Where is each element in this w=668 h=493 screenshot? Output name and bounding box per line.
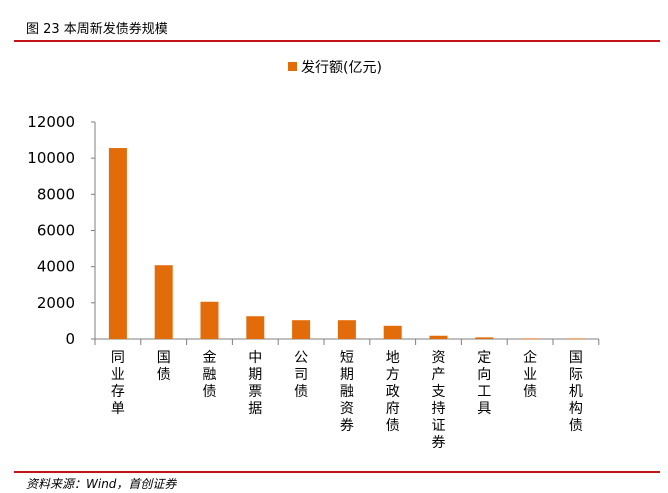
x-tick-label: 金融债 bbox=[203, 350, 217, 400]
x-tick-label: 地方政府债 bbox=[386, 350, 400, 434]
x-tick-label: 国际机构债 bbox=[569, 350, 583, 434]
x-tick-label: 中期票据 bbox=[248, 350, 262, 417]
bottom-divider bbox=[14, 471, 660, 473]
top-divider bbox=[14, 40, 660, 42]
y-tick-label: 6000 bbox=[37, 222, 75, 240]
x-tick-label: 国债 bbox=[157, 350, 171, 383]
x-tick-label: 定向工具 bbox=[477, 350, 491, 417]
x-tick-label: 公司债 bbox=[294, 350, 308, 400]
y-tick-label: 4000 bbox=[37, 258, 75, 276]
legend-swatch bbox=[288, 62, 297, 71]
figure-title: 图 23 本周新发债券规模 bbox=[26, 22, 168, 37]
bar bbox=[292, 320, 311, 339]
bar bbox=[521, 338, 540, 340]
source-note: 资料来源：Wind，首创证券 bbox=[26, 477, 177, 491]
bar bbox=[108, 148, 127, 339]
y-tick-label: 10000 bbox=[27, 149, 75, 167]
x-tick-label: 短期融资券 bbox=[340, 350, 354, 434]
y-tick-label: 8000 bbox=[37, 185, 75, 203]
chart-legend: 发行额(亿元) bbox=[288, 60, 382, 76]
bar bbox=[566, 338, 585, 340]
x-tick-label: 同业存单 bbox=[111, 350, 125, 417]
plot-area: 0 2000 4000 6000 8000 10000 12000 同业存单 国债 金融债 中期票据… bbox=[27, 113, 600, 451]
y-tick-label: 2000 bbox=[37, 294, 75, 312]
bar bbox=[246, 316, 265, 339]
bar bbox=[383, 325, 402, 339]
y-tick-label: 0 bbox=[65, 330, 75, 348]
bar bbox=[154, 265, 173, 339]
bar bbox=[429, 335, 448, 339]
bar bbox=[337, 320, 356, 339]
bar bbox=[200, 301, 219, 339]
legend-label: 发行额(亿元) bbox=[301, 60, 382, 76]
bar-chart: 发行额(亿元) 0 2000 4000 6000 8000 10000 12000 同业存单 国… bbox=[27, 60, 600, 451]
x-tick-label: 企业债 bbox=[523, 349, 537, 400]
bar bbox=[475, 337, 494, 339]
x-tick-label: 资产支持证券 bbox=[432, 350, 446, 451]
y-tick-label: 12000 bbox=[27, 113, 75, 131]
